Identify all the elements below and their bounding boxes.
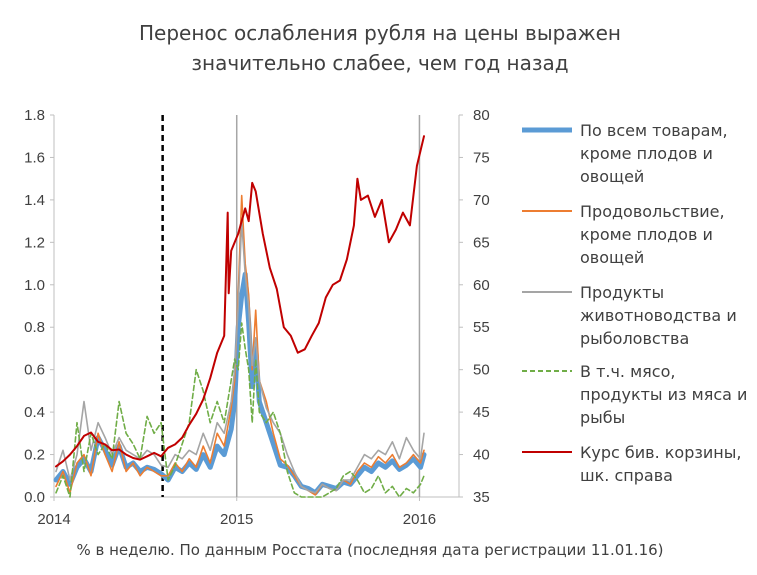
left-tick-label: 0.6: [24, 362, 45, 379]
legend-label: рыболовства: [580, 329, 689, 348]
chart-title-line-1: Перенос ослабления рубля на цены выражен: [139, 21, 621, 45]
legend-label: кроме плодов и: [580, 225, 713, 244]
left-tick-label: 1.0: [24, 277, 45, 294]
right-tick-label: 35: [473, 489, 490, 506]
x-tick-label: 2016: [403, 511, 436, 528]
left-tick-label: 0.2: [24, 447, 45, 464]
left-tick-label: 1.6: [24, 149, 45, 166]
left-tick-label: 0.8: [24, 319, 45, 336]
right-tick-label: 70: [473, 192, 490, 209]
left-tick-label: 1.2: [24, 234, 45, 251]
right-tick-label: 40: [473, 447, 490, 464]
right-tick-label: 80: [473, 107, 490, 124]
legend-label: шк. справа: [580, 466, 673, 485]
legend-label: В т.ч. мясо,: [580, 362, 675, 381]
right-tick-label: 55: [473, 319, 490, 336]
legend: По всем товарам, кроме плодов и овощей Прод…: [522, 121, 747, 485]
right-tick-label: 45: [473, 404, 490, 421]
axes: 0.0 0.2 0.4 0.6 0.8 1.0 1.2 1.4 1.6 1.8 35 40 45 50 55…: [24, 107, 490, 528]
legend-label: овощей: [580, 167, 644, 186]
left-tick-label: 0.4: [24, 404, 45, 421]
legend-label: Продовольствие,: [580, 202, 725, 221]
right-tick-label: 75: [473, 149, 490, 166]
right-tick-label: 50: [473, 362, 490, 379]
legend-label: По всем товарам,: [580, 121, 728, 140]
legend-label: овощей: [580, 248, 644, 267]
chart-title-line-2: значительно слабее, чем год назад: [191, 51, 568, 75]
chart-footnote: % в неделю. По данным Росстата (последня…: [76, 541, 663, 559]
series-line-4: [55, 322, 425, 498]
x-tick-label: 2014: [37, 511, 70, 528]
series-line-5: [55, 135, 425, 468]
reference-lines: [161, 115, 421, 497]
left-tick-label: 0.0: [24, 489, 45, 506]
series-line-3: [55, 220, 425, 494]
legend-label: рыбы: [580, 408, 625, 427]
left-tick-label: 1.8: [24, 107, 45, 124]
right-tick-label: 65: [473, 234, 490, 251]
series-lines: [53, 135, 427, 498]
left-tick-label: 1.4: [24, 192, 45, 209]
right-tick-label: 60: [473, 277, 490, 294]
legend-label: Продукты: [580, 283, 664, 302]
x-tick-label: 2015: [220, 511, 253, 528]
legend-label: животноводства и: [580, 306, 737, 325]
series-line-2: [55, 194, 425, 496]
legend-label: продукты из мяса и: [580, 385, 747, 404]
legend-label: Курс бив. корзины,: [580, 443, 741, 462]
legend-label: кроме плодов и: [580, 144, 713, 163]
